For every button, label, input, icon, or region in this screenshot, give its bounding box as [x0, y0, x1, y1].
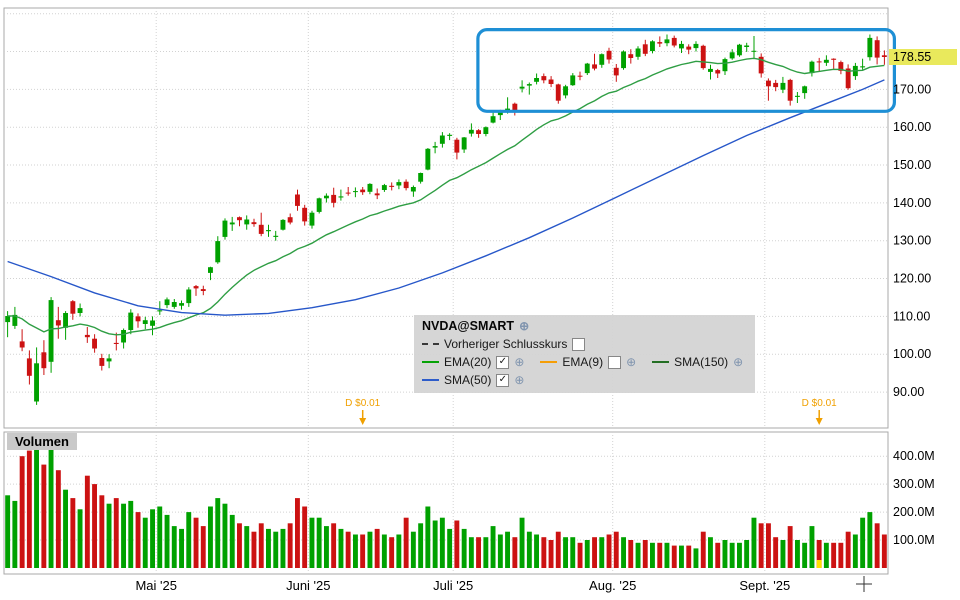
ema20-line [7, 57, 885, 336]
price-axis[interactable]: 170.00 160.00 150.00 140.00 130.00 120.00 110.… [889, 49, 957, 547]
month-label: Juli '25 [433, 578, 473, 593]
ema20-line-swatch [422, 361, 439, 363]
sma150-line-swatch [652, 361, 670, 363]
svg-text:D $0.01: D $0.01 [802, 398, 837, 409]
price-tick-label: 140.00 [893, 196, 931, 210]
volume-tick-label: 300.0M [893, 477, 935, 491]
ema9-checkbox[interactable] [608, 355, 622, 369]
legend-label: SMA(50) [444, 373, 492, 387]
symbol-title: NVDA@SMART [422, 319, 515, 333]
crosshair-cursor-icon [856, 576, 872, 592]
ema9-line-swatch [540, 361, 558, 363]
month-label: Aug. '25 [589, 578, 636, 593]
svg-text:D $0.01: D $0.01 [345, 398, 380, 409]
globe-icon[interactable]: ⊕ [514, 372, 525, 387]
volume-tick-label: 400.0M [893, 449, 935, 463]
last-price-label: 178.55 [893, 50, 931, 64]
legend-item-ema9: EMA(9) ⊕ [540, 355, 636, 369]
month-label: Juni '25 [286, 578, 330, 593]
time-axis[interactable]: Mai '25 Juni '25 Juli '25 Aug. '25 Sept. '25 [135, 578, 790, 593]
legend-item-sma150: SMA(150) ⊕ [652, 355, 743, 369]
ema20-checkbox[interactable]: ✓ [496, 355, 510, 369]
globe-icon[interactable]: ⊕ [626, 354, 637, 369]
globe-icon[interactable]: ⊕ [514, 354, 525, 369]
dividend-arrow-icon [815, 418, 823, 425]
dividend-marker: D $0.01 [345, 398, 381, 425]
price-tick-label: 90.00 [893, 385, 924, 399]
volume-panel-label: Volumen [7, 433, 77, 450]
sma50-line [7, 79, 885, 316]
legend-item-prev-close: Vorheriger Schlusskurs [422, 337, 586, 351]
month-label: Mai '25 [135, 578, 177, 593]
legend-label: EMA(9) [562, 355, 604, 369]
legend-item-sma50: SMA(50) ✓ ⊕ [422, 373, 524, 387]
legend-row: EMA(20) ✓ ⊕ EMA(9) ⊕ SMA(150) ⊕ [422, 355, 743, 369]
volume-tick-label: 100.0M [893, 533, 935, 547]
candlestick-series[interactable] [5, 34, 887, 405]
legend-title-row: NVDA@SMART ⊕ [422, 319, 743, 333]
volume-tick-label: 200.0M [893, 505, 935, 519]
legend-row: SMA(50) ✓ ⊕ [422, 373, 743, 387]
sma50-checkbox[interactable]: ✓ [496, 373, 510, 387]
legend-item-ema20: EMA(20) ✓ ⊕ [422, 355, 524, 369]
price-tick-label: 110.00 [893, 309, 930, 323]
chart-legend: NVDA@SMART ⊕ Vorheriger Schlusskurs EMA(2… [414, 315, 756, 393]
price-tick-label: 130.00 [893, 234, 931, 248]
legend-label: EMA(20) [444, 355, 492, 369]
dividend-marker: D $0.01 [802, 398, 837, 425]
last-price-badge [889, 49, 957, 65]
chart-panes [3, 7, 889, 575]
price-tick-label: 120.00 [893, 272, 931, 286]
price-tick-label: 150.00 [893, 158, 931, 172]
legend-rows: Vorheriger Schlusskurs EMA(20) ✓ ⊕ EMA(9) ⊕ SM… [422, 337, 743, 387]
dividend-arrow-icon [359, 418, 367, 425]
legend-label: SMA(150) [674, 355, 729, 369]
legend-row: Vorheriger Schlusskurs [422, 337, 743, 351]
globe-icon[interactable]: ⊕ [519, 318, 530, 333]
drawn-annotation-box[interactable] [476, 28, 896, 113]
volume-bars[interactable] [5, 442, 887, 568]
prev-close-checkbox[interactable] [572, 337, 586, 351]
legend-label: Vorheriger Schlusskurs [444, 337, 568, 351]
sma50-line-swatch [422, 379, 439, 381]
price-tick-label: 100.00 [893, 347, 931, 361]
prev-close-line-swatch [422, 343, 439, 345]
month-label: Sept. '25 [739, 578, 790, 593]
price-tick-label: 160.00 [893, 120, 931, 134]
price-tick-label: 170.00 [893, 82, 931, 96]
globe-icon[interactable]: ⊕ [733, 354, 744, 369]
volume-highlight-mark [816, 560, 822, 568]
